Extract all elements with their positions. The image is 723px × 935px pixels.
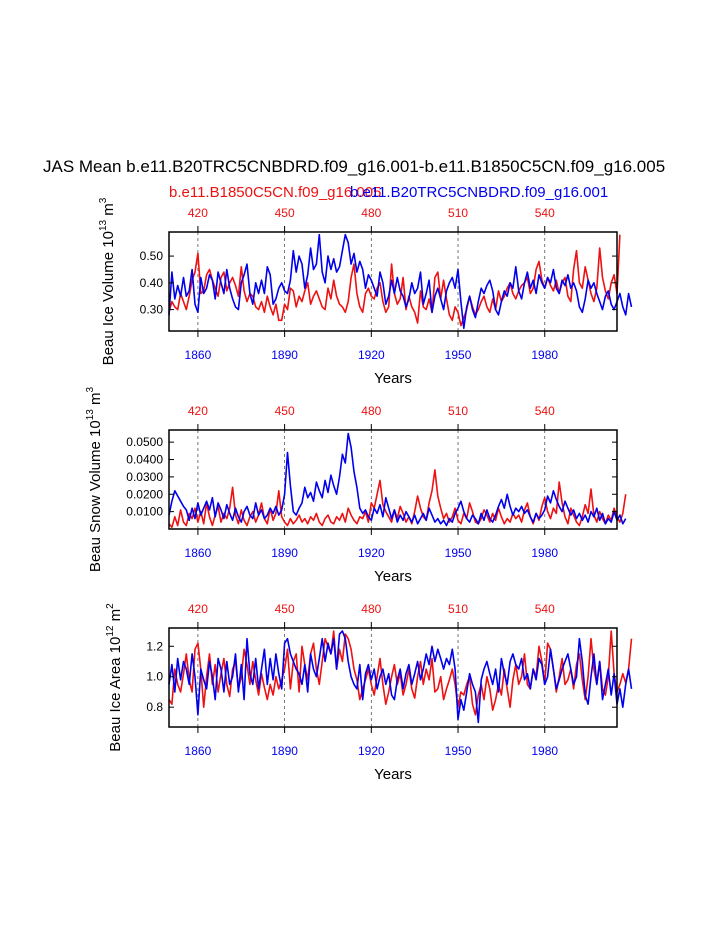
y-tick-label: 0.30 [140, 303, 164, 317]
series-line-red [168, 469, 627, 529]
chart-panels: 0.30 0.40 0.50 1860 1890 1920 1950 1980 420 450 48… [85, 197, 633, 783]
y-tick-label: 1.2 [146, 639, 163, 653]
y-tick-label: 0.8 [146, 700, 163, 714]
x-tick-label-bottom: 1980 [531, 348, 558, 362]
x-tick-label-bottom: 1890 [271, 744, 298, 758]
plot-frame [168, 627, 618, 728]
series-line-blue [168, 630, 633, 724]
chart-panel-snow_volume: 0.0100 0.0200 0.0300 0.0400 0.0500 1860 1890 19… [85, 386, 627, 585]
y-tick-label: 0.0200 [126, 487, 163, 501]
x-tick-label-bottom: 1950 [445, 546, 472, 560]
legend-red-case: b.e11.B1850C5CN.f09_g16.005 [169, 184, 381, 201]
x-tick-label-bottom: 1950 [445, 744, 472, 758]
x-tick-label-top: 420 [188, 404, 208, 418]
x-tick-label-top: 540 [535, 404, 555, 418]
x-axis-title: Years [374, 568, 412, 585]
x-tick-label-top: 510 [448, 404, 468, 418]
x-tick-label-top: 450 [275, 206, 295, 220]
series-line-blue [168, 432, 627, 527]
y-axis-title: Beau Snow Volume 1013 m3 [85, 386, 104, 572]
y-tick-label: 0.50 [140, 249, 164, 263]
chart-panel-ice_area: 0.8 1.0 1.2 1860 1890 1920 1950 1980 420 450 480 51… [105, 602, 633, 783]
x-tick-label-top: 480 [361, 404, 381, 418]
y-axis-title: Beau Ice Volume 1013 m3 [98, 197, 117, 365]
x-tick-label-bottom: 1860 [185, 348, 212, 362]
x-tick-label-bottom: 1860 [185, 744, 212, 758]
main-title: JAS Mean b.e11.B20TRC5CNBDRD.f09_g16.001… [43, 157, 665, 176]
x-tick-label-top: 480 [361, 206, 381, 220]
x-tick-label-bottom: 1890 [271, 348, 298, 362]
chart-panel-ice_volume: 0.30 0.40 0.50 1860 1890 1920 1950 1980 420 450 48… [98, 197, 633, 387]
x-tick-label-top: 420 [188, 602, 208, 616]
x-tick-label-bottom: 1860 [185, 546, 212, 560]
x-tick-label-bottom: 1920 [358, 546, 385, 560]
x-axis-title: Years [374, 370, 412, 387]
y-tick-label: 0.40 [140, 276, 164, 290]
x-tick-label-top: 450 [275, 404, 295, 418]
x-tick-label-bottom: 1890 [271, 546, 298, 560]
x-tick-label-bottom: 1980 [531, 744, 558, 758]
y-tick-label: 1.0 [146, 670, 163, 684]
y-tick-label: 0.0100 [126, 505, 163, 519]
x-tick-label-top: 510 [448, 602, 468, 616]
y-tick-label: 0.0300 [126, 470, 163, 484]
x-tick-label-top: 420 [188, 206, 208, 220]
y-tick-label: 0.0400 [126, 453, 163, 467]
series-line-red [168, 234, 621, 327]
y-axis-title: Beau Ice Area 1012 m2 [105, 603, 124, 752]
plot-frame [168, 231, 618, 332]
x-tick-label-top: 540 [535, 602, 555, 616]
x-axis-title: Years [374, 766, 412, 783]
y-tick-label: 0.0500 [126, 435, 163, 449]
x-tick-label-top: 450 [275, 602, 295, 616]
x-tick-label-top: 510 [448, 206, 468, 220]
plot-frame [168, 429, 618, 530]
x-tick-label-bottom: 1920 [358, 348, 385, 362]
x-tick-label-bottom: 1980 [531, 546, 558, 560]
x-tick-label-top: 540 [535, 206, 555, 220]
x-tick-label-top: 480 [361, 602, 381, 616]
series-line-blue [168, 233, 633, 330]
legend-blue-case: b.e11.B20TRC5CNBDRD.f09_g16.001 [350, 184, 608, 201]
x-tick-label-bottom: 1950 [445, 348, 472, 362]
x-tick-label-bottom: 1920 [358, 744, 385, 758]
